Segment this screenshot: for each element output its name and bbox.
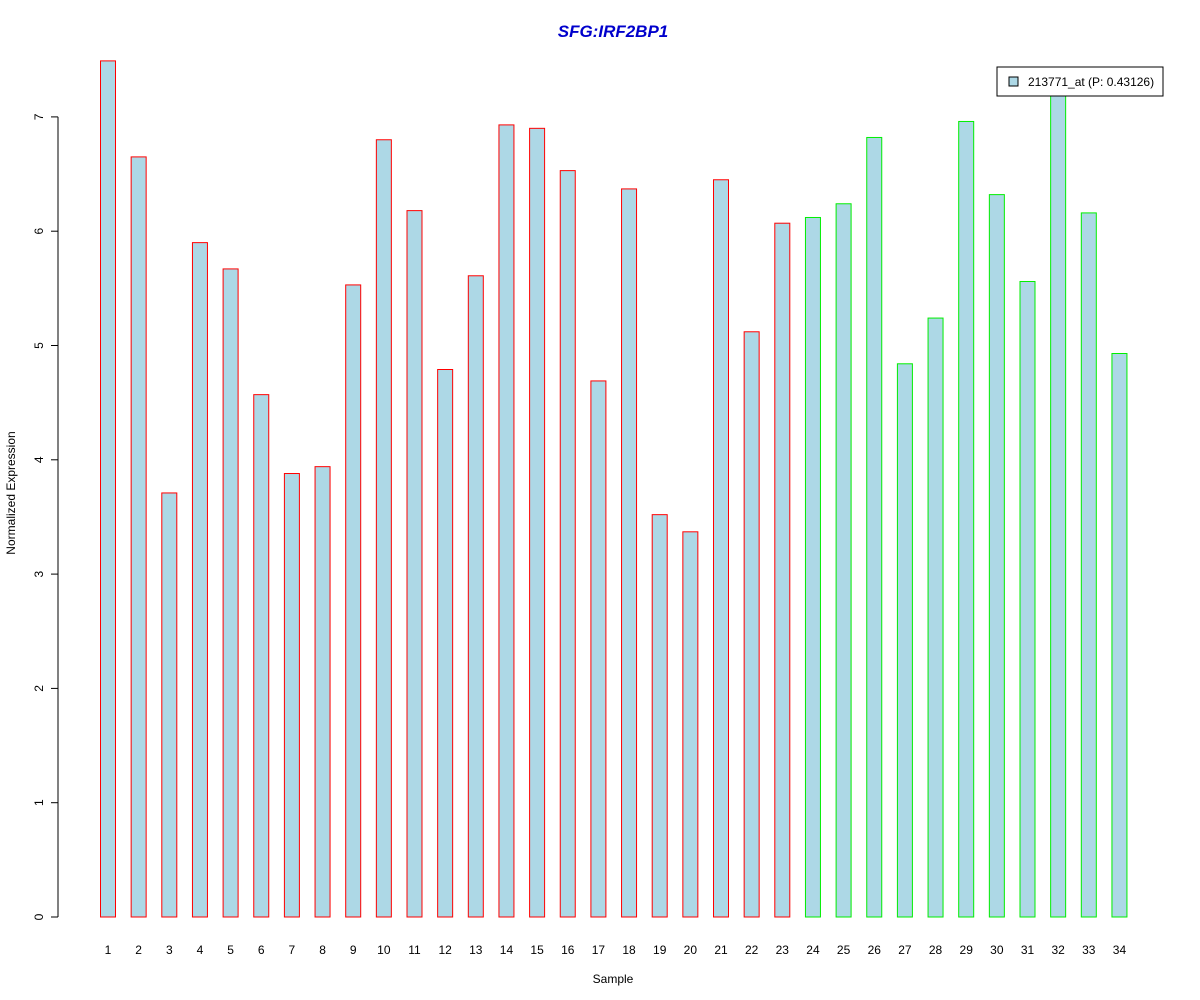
- bar-sample-12: [437, 369, 454, 918]
- x-tick-label: 15: [530, 943, 544, 957]
- x-tick-label: 34: [1113, 943, 1127, 957]
- x-tick-label: 10: [377, 943, 391, 957]
- bar-sample-26: [866, 136, 883, 918]
- x-tick-label: 29: [960, 943, 974, 957]
- chart-title: SFG:IRF2BP1: [558, 22, 669, 41]
- x-tick-label: 31: [1021, 943, 1035, 957]
- bar-sample-18: [621, 188, 638, 918]
- x-tick-label: 5: [227, 943, 234, 957]
- x-tick-label: 18: [622, 943, 636, 957]
- bar-sample-16: [559, 170, 576, 918]
- bar-sample-34: [1111, 353, 1128, 918]
- y-axis: 0 1 2 3 4 5 6 7: [32, 113, 59, 920]
- bar-sample-29: [958, 120, 975, 918]
- y-tick-label: 6: [32, 228, 46, 235]
- x-tick-label: 12: [438, 943, 452, 957]
- bar-sample-21: [713, 179, 729, 918]
- x-tick-label: 25: [837, 943, 851, 957]
- y-tick-label: 4: [32, 456, 46, 463]
- bar-sample-8: [314, 466, 331, 918]
- x-tick-label: 9: [350, 943, 357, 957]
- x-tick-label: 21: [714, 943, 728, 957]
- legend-box: [996, 66, 1164, 97]
- x-tick-label: 27: [898, 943, 912, 957]
- bar-sample-22: [743, 331, 760, 918]
- bar-sample-1: [100, 60, 116, 918]
- bar-sample-2: [130, 156, 147, 918]
- bar-sample-28: [927, 317, 944, 918]
- x-tick-label: 28: [929, 943, 943, 957]
- y-tick-label: 0: [32, 913, 46, 920]
- y-tick-label: 1: [32, 799, 46, 806]
- bar-sample-14: [498, 124, 515, 918]
- y-axis-label: Normalized Expression: [4, 431, 18, 554]
- x-tick-label: 24: [806, 943, 820, 957]
- x-tick-label: 14: [500, 943, 514, 957]
- x-tick-label: 8: [319, 943, 326, 957]
- x-tick-label: 19: [653, 943, 667, 957]
- y-tick-label: 7: [32, 113, 46, 120]
- x-tick-label: 22: [745, 943, 759, 957]
- bar-sample-25: [835, 203, 852, 918]
- x-tick-label: 2: [135, 943, 142, 957]
- bar-sample-32: [1050, 93, 1067, 918]
- bar-sample-20: [682, 531, 699, 918]
- x-tick-label: 4: [197, 943, 204, 957]
- bar-sample-3: [161, 492, 178, 918]
- bar-sample-10: [375, 139, 392, 918]
- bar-sample-5: [222, 268, 239, 918]
- y-tick-label: 2: [32, 685, 46, 692]
- bar-sample-9: [345, 284, 362, 918]
- bar-sample-4: [191, 242, 208, 918]
- y-tick-label: 5: [32, 342, 46, 349]
- x-axis-label: Sample: [593, 972, 634, 986]
- bar-sample-30: [988, 194, 1005, 918]
- x-tick-label: 11: [408, 943, 421, 957]
- legend: 213771_at (P: 0.43126): [996, 66, 1164, 97]
- bar-sample-11: [406, 210, 423, 918]
- x-tick-label: 33: [1082, 943, 1096, 957]
- bar-sample-7: [283, 473, 300, 918]
- bar-sample-17: [590, 380, 607, 918]
- x-tick-label: 7: [289, 943, 296, 957]
- x-tick-label: 23: [776, 943, 790, 957]
- x-tick-label: 20: [684, 943, 698, 957]
- bar-sample-27: [896, 363, 913, 918]
- bar-sample-13: [467, 275, 484, 918]
- x-tick-label: 26: [868, 943, 882, 957]
- bars-group: [100, 60, 1128, 918]
- x-tick-label: 6: [258, 943, 265, 957]
- x-tick-labels: 1 2 3 4 5 6 7 8 9 10 11 12 13 14 15 16 17 18 19 20 21 22 23 24 2…: [105, 943, 1127, 957]
- bar-sample-24: [804, 216, 821, 918]
- x-tick-label: 16: [561, 943, 575, 957]
- bar-sample-31: [1019, 280, 1036, 918]
- x-tick-label: 17: [592, 943, 606, 957]
- x-tick-label: 13: [469, 943, 483, 957]
- x-tick-label: 30: [990, 943, 1004, 957]
- x-tick-label: 1: [105, 943, 112, 957]
- y-tick-label: 3: [32, 570, 46, 577]
- bar-sample-15: [529, 127, 546, 918]
- x-tick-label: 32: [1051, 943, 1065, 957]
- legend-swatch: [1008, 76, 1019, 87]
- x-tick-label: 3: [166, 943, 173, 957]
- legend-label: 213771_at (P: 0.43126): [1028, 75, 1154, 89]
- bar-sample-33: [1080, 212, 1097, 918]
- bar-sample-6: [253, 394, 270, 918]
- bar-sample-23: [774, 222, 791, 918]
- bar-sample-19: [651, 514, 668, 918]
